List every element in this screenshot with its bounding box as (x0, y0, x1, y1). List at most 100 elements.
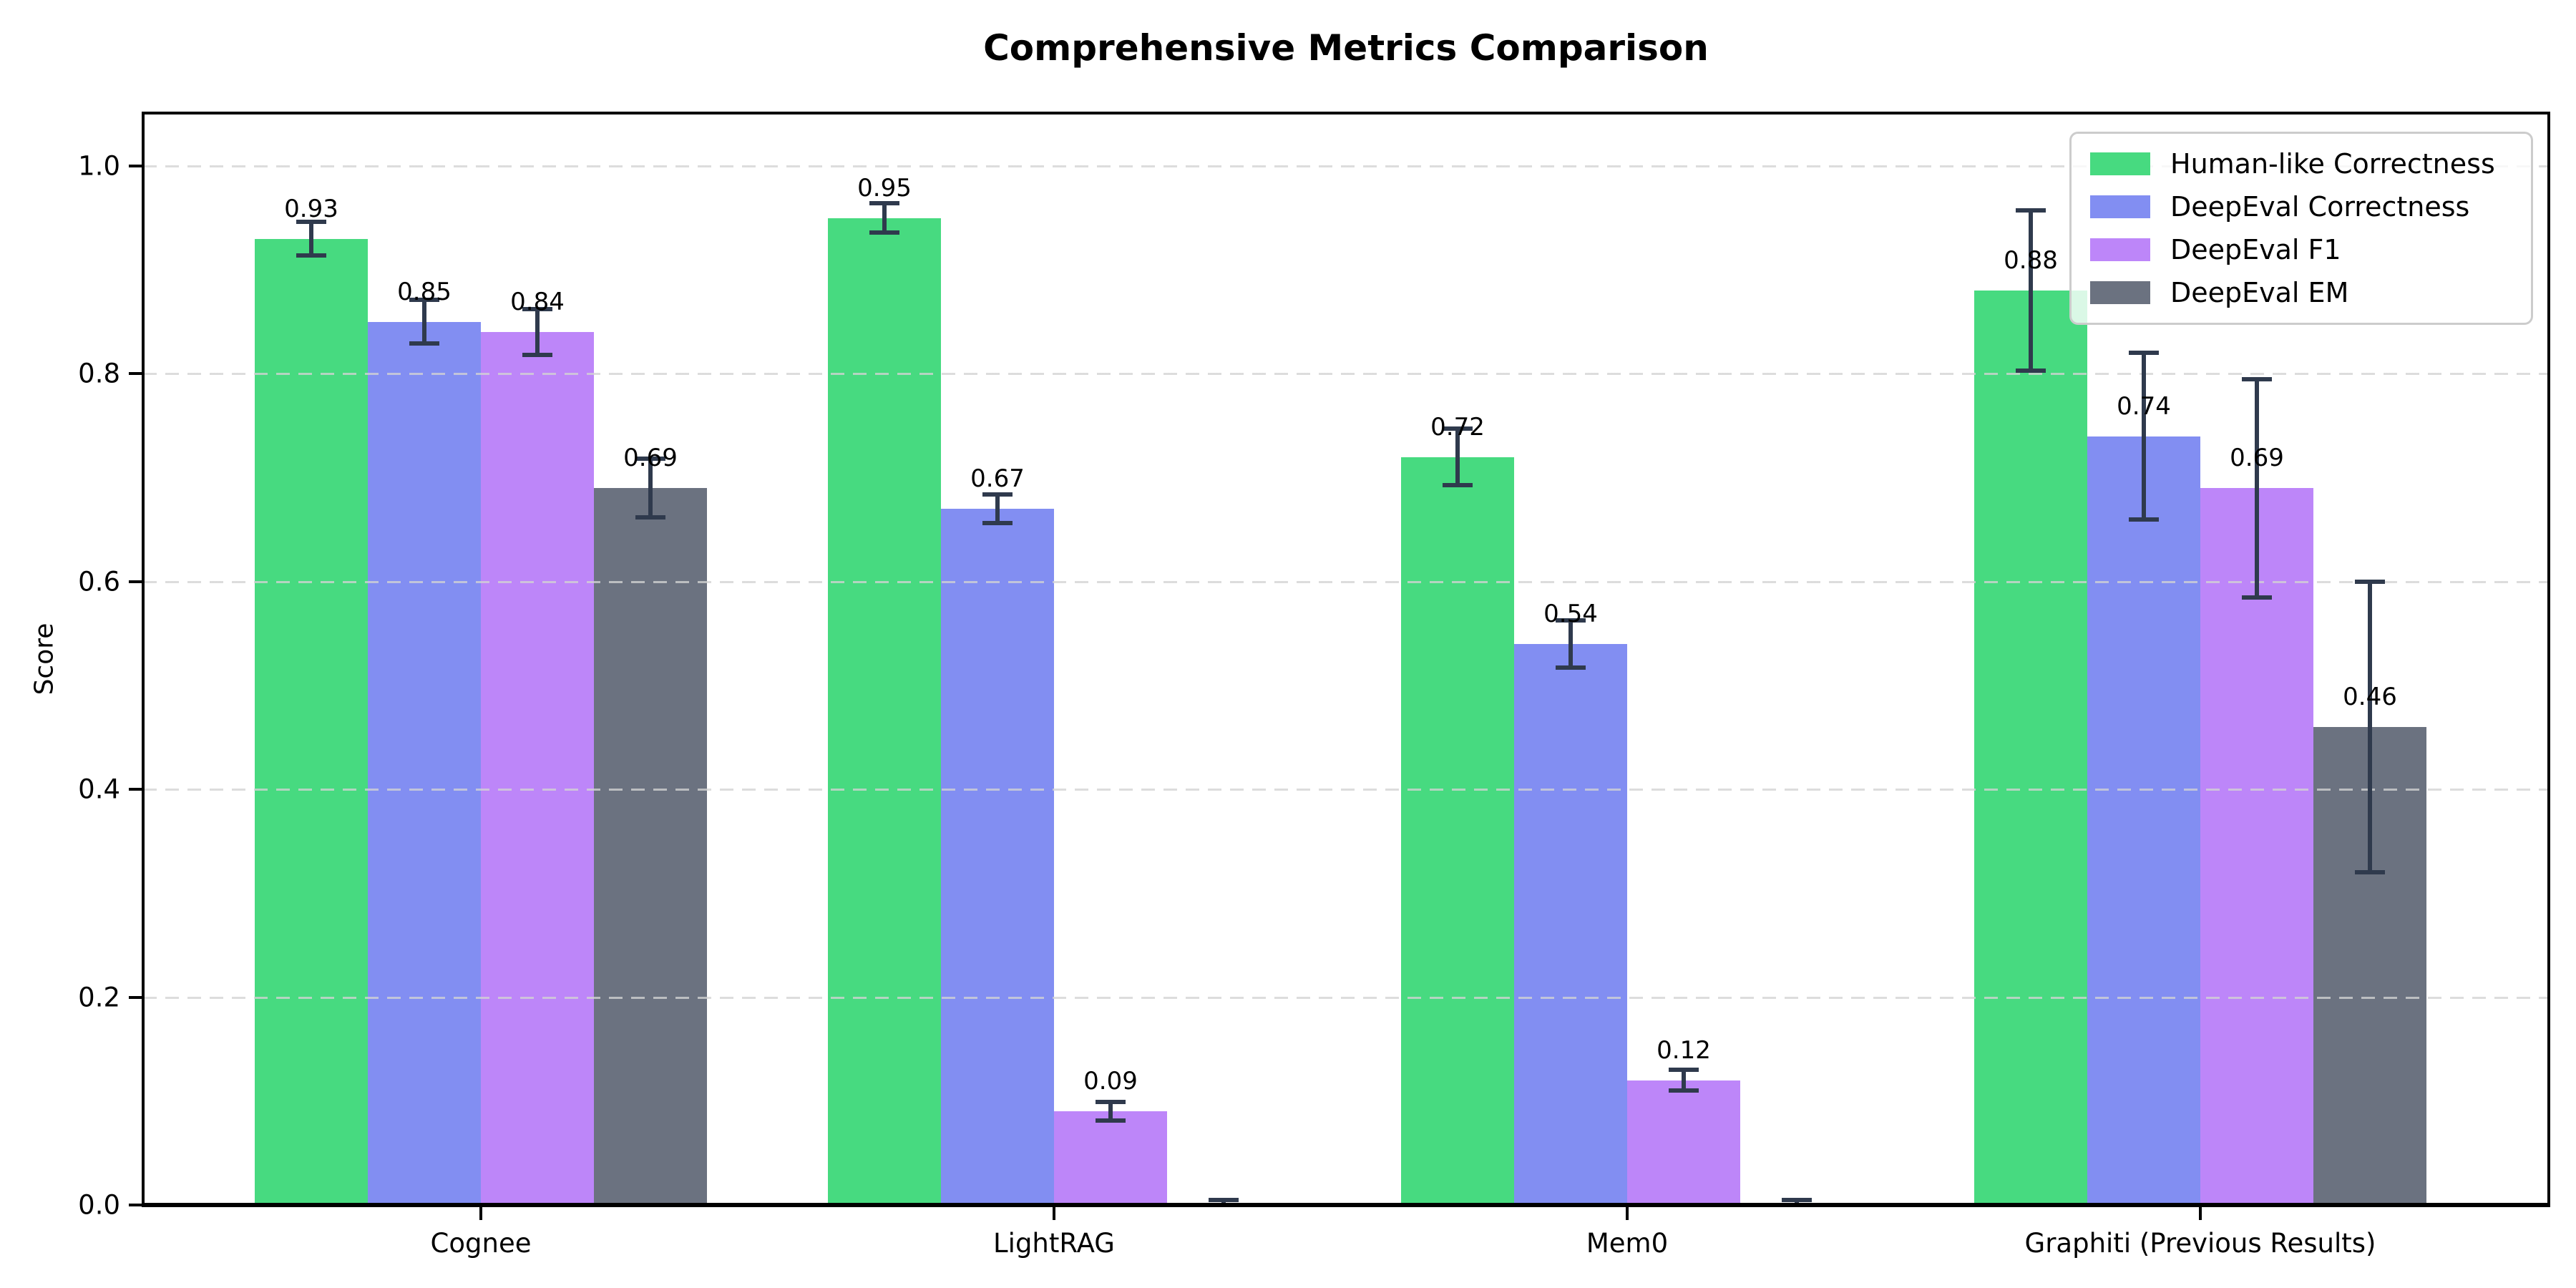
error-bar (882, 203, 887, 233)
error-bar-cap (409, 298, 439, 303)
error-bar-cap (1669, 1088, 1699, 1093)
bar-value-label: 0.85 (397, 277, 452, 306)
error-bar (2029, 210, 2033, 371)
bar-value-label: 0.54 (1543, 599, 1598, 628)
legend-label: DeepEval EM (2170, 277, 2349, 308)
legend-label: DeepEval Correctness (2170, 191, 2470, 223)
error-bar (1795, 1199, 1799, 1205)
gridline (143, 580, 2549, 583)
bar-value-label: 0.95 (857, 173, 912, 203)
bar (941, 509, 1054, 1205)
legend-swatch (2090, 152, 2150, 175)
x-tick-mark (1053, 1207, 1055, 1220)
error-bar (1568, 620, 1573, 668)
error-bar (1682, 1070, 1686, 1091)
legend-item: DeepEval Correctness (2072, 185, 2531, 228)
legend-label: DeepEval F1 (2170, 234, 2341, 265)
y-tick-mark (129, 580, 142, 583)
error-bar-cap (2242, 595, 2272, 600)
error-bar (995, 494, 1000, 524)
error-bar-cap (2129, 351, 2159, 356)
bar-value-label: 0.88 (2004, 246, 2058, 275)
gridline (143, 373, 2549, 376)
y-tick-mark (129, 788, 142, 791)
error-bar-cap (982, 492, 1013, 497)
chart-title: Comprehensive Metrics Comparison (983, 27, 1709, 69)
bar (828, 218, 941, 1205)
y-tick-mark (129, 995, 142, 999)
error-bar-cap (296, 220, 326, 225)
bar (368, 321, 481, 1205)
axis-spine-right (2547, 113, 2550, 1206)
error-bar-cap (869, 230, 899, 235)
legend-label: Human-like Correctness (2170, 148, 2495, 180)
y-tick-label: 0.2 (78, 982, 120, 1013)
error-bar-cap (2016, 208, 2046, 213)
error-bar (309, 222, 313, 255)
bar-value-label: 0.72 (1430, 412, 1485, 441)
axis-spine-bottom (142, 1203, 2550, 1207)
x-tick-label: LightRAG (993, 1228, 1115, 1259)
error-bar (422, 300, 426, 344)
y-tick-label: 1.0 (78, 150, 120, 182)
plot-area: 0.93 0.95 0.72 0.88 0.85 0.67 0.54 0.74 0.84 0.09… (143, 113, 2549, 1205)
error-bar-cap (1443, 426, 1473, 431)
axis-spine-left (142, 113, 145, 1206)
y-tick-mark (129, 372, 142, 376)
error-bar-cap (1669, 1068, 1699, 1073)
error-bar-cap (296, 253, 326, 258)
error-bar-cap (2355, 579, 2385, 584)
bar-value-label: 0.69 (623, 444, 678, 473)
error-bar-cap (1556, 665, 1586, 670)
error-bar-cap (2242, 376, 2272, 381)
bar (1514, 643, 1627, 1205)
error-bar (2368, 581, 2372, 873)
x-tick-label: Cognee (430, 1228, 532, 1259)
legend-item: Human-like Correctness (2072, 142, 2531, 185)
bar-value-label: 0.84 (510, 288, 565, 317)
error-bar (1455, 429, 1460, 485)
error-bar-cap (1443, 482, 1473, 487)
bar (2087, 436, 2200, 1205)
axis-spine-top (142, 112, 2550, 114)
error-bar-cap (869, 201, 899, 206)
error-bar-cap (522, 353, 552, 358)
error-bar (1221, 1199, 1226, 1205)
bar (1054, 1111, 1167, 1205)
x-tick-label: Mem0 (1586, 1228, 1669, 1259)
bar-value-label: 0.12 (1657, 1035, 1711, 1065)
error-bar-cap (1556, 618, 1586, 623)
y-tick-label: 0.8 (78, 358, 120, 389)
x-tick-mark (1626, 1207, 1629, 1220)
error-bar-cap (2016, 369, 2046, 374)
y-tick-mark (129, 1204, 142, 1206)
legend: Human-like Correctness DeepEval Correctne… (2069, 132, 2533, 325)
error-bar (2142, 353, 2146, 519)
bar (255, 238, 368, 1205)
error-bar (648, 459, 653, 517)
bar (1627, 1080, 1740, 1205)
error-bar-cap (2355, 870, 2385, 875)
y-tick-mark (129, 165, 142, 167)
bar-value-label: 0.46 (2343, 683, 2397, 712)
error-bar-cap (1096, 1100, 1126, 1105)
gridline (143, 165, 2549, 167)
error-bar-cap (409, 341, 439, 346)
x-tick-mark (479, 1207, 482, 1220)
legend-item: DeepEval EM (2072, 271, 2531, 314)
x-tick-label: Graphiti (Previous Results) (2024, 1228, 2376, 1259)
legend-swatch (2090, 281, 2150, 304)
legend-swatch (2090, 238, 2150, 261)
bar (1401, 457, 1514, 1205)
bar (594, 488, 707, 1205)
legend-swatch (2090, 195, 2150, 218)
error-bar (535, 309, 540, 356)
y-tick-label: 0.6 (78, 566, 120, 597)
bar-value-label: 0.69 (2230, 444, 2284, 473)
bar-value-label: 0.09 (1083, 1067, 1138, 1096)
bar (1974, 291, 2087, 1205)
error-bar-cap (635, 514, 665, 519)
error-bar-cap (522, 307, 552, 312)
error-bar-cap (1782, 1197, 1812, 1202)
